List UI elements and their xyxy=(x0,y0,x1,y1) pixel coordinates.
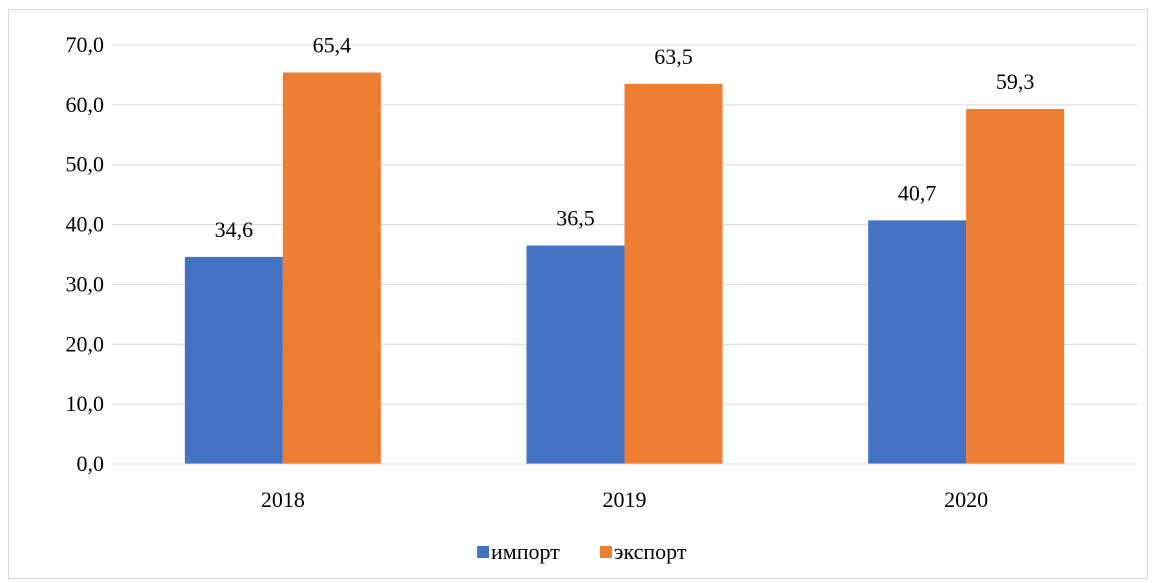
legend: импорт экспорт xyxy=(477,539,687,564)
y-tick-label: 60,0 xyxy=(66,92,105,117)
y-tick-label: 40,0 xyxy=(66,212,105,237)
y-tick-label: 0,0 xyxy=(77,451,105,476)
data-label: 65,4 xyxy=(313,33,352,58)
bar-export-2018 xyxy=(282,72,381,464)
bar-import-2019 xyxy=(526,245,625,464)
y-tick-label: 50,0 xyxy=(66,152,105,177)
data-label: 36,5 xyxy=(556,206,595,231)
legend-label-export: экспорт xyxy=(614,539,687,564)
legend-swatch-import xyxy=(477,546,489,558)
x-axis: 2018 2019 2020 xyxy=(112,463,1137,512)
y-tick-label: 10,0 xyxy=(66,391,105,416)
data-label: 59,3 xyxy=(996,69,1035,94)
data-label: 34,6 xyxy=(215,217,254,242)
x-tick-label: 2019 xyxy=(603,487,647,512)
y-tick-label: 30,0 xyxy=(66,271,105,296)
bar-import-2020 xyxy=(868,220,967,464)
data-labels: 34,6 65,4 36,5 63,5 40,7 59,3 xyxy=(215,33,1035,242)
data-label: 40,7 xyxy=(898,180,937,205)
legend-swatch-export xyxy=(600,546,612,558)
y-axis: 0,0 10,0 20,0 30,0 40,0 50,0 60,0 70,0 xyxy=(66,32,105,476)
x-tick-label: 2018 xyxy=(261,487,305,512)
legend-label-import: импорт xyxy=(491,539,560,564)
x-tick-label: 2020 xyxy=(944,487,988,512)
bar-export-2019 xyxy=(624,83,723,465)
y-tick-label: 70,0 xyxy=(66,32,105,57)
data-label: 63,5 xyxy=(654,44,693,69)
bar-import-2018 xyxy=(184,256,283,464)
y-tick-label: 20,0 xyxy=(66,331,105,356)
bar-export-2020 xyxy=(966,109,1065,464)
bars xyxy=(184,72,1065,465)
